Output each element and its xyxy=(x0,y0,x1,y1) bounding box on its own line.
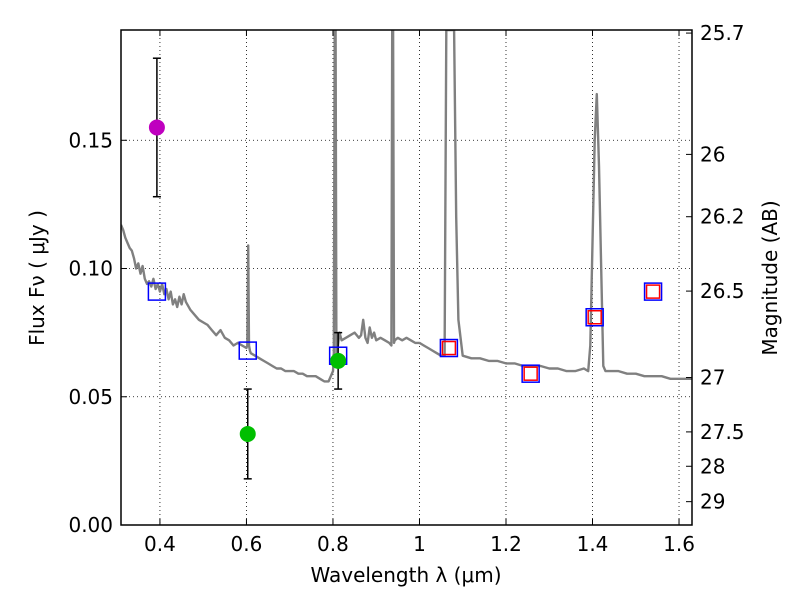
right-tick-label: 27.5 xyxy=(700,420,745,444)
observed-point xyxy=(239,425,256,442)
model-square-marker xyxy=(521,364,540,383)
grid xyxy=(121,30,692,526)
y-tick-label: 0.00 xyxy=(68,513,113,537)
sed-model-line xyxy=(121,30,692,383)
observed-square-marker xyxy=(441,340,457,356)
right-tick-label: 25.7 xyxy=(700,21,745,45)
right-axis-label: Magnitude (AB) xyxy=(758,200,782,355)
y-tick-label: 0.10 xyxy=(68,257,113,281)
right-tick-label: 28 xyxy=(700,454,725,478)
y-tick-label: 0.15 xyxy=(68,128,113,152)
right-tick-label: 26 xyxy=(700,142,725,166)
marker-layer xyxy=(147,119,663,442)
x-axis-label: Wavelength λ (μm) xyxy=(310,563,501,587)
x-tick-label: 0.4 xyxy=(144,532,176,556)
model-square-marker xyxy=(439,338,459,358)
x-tick-label: 0.6 xyxy=(231,532,263,556)
model-square-marker xyxy=(147,282,167,301)
right-tick-label: 27 xyxy=(700,366,725,390)
right-tick-label: 29 xyxy=(700,490,725,514)
observed-square-marker xyxy=(587,310,602,325)
ticks: 0.4 0.6 0.8 1 1.2 1.4 1.6 0.00 0.05 0.10 0.15 25.7 2… xyxy=(68,21,744,556)
x-tick-label: 1 xyxy=(413,532,426,556)
x-tick-label: 0.8 xyxy=(317,532,349,556)
right-tick-label: 26.2 xyxy=(700,205,745,229)
x-tick-label: 1.6 xyxy=(663,532,695,556)
observed-square-marker xyxy=(523,366,538,381)
x-tick-label: 1.2 xyxy=(490,532,522,556)
model-square-marker xyxy=(238,341,257,360)
y-axis-label: Flux Fν ( μJy ) xyxy=(25,210,49,346)
y-tick-label: 0.05 xyxy=(68,385,113,409)
plot-frame xyxy=(120,29,693,526)
model-square-marker xyxy=(585,308,604,327)
right-tick-label: 26.5 xyxy=(700,279,745,303)
observed-square-marker xyxy=(645,284,661,299)
observed-point xyxy=(148,119,165,136)
observed-point xyxy=(330,352,347,369)
sed-model-layer xyxy=(121,30,692,383)
x-tick-label: 1.4 xyxy=(577,532,609,556)
model-square-marker xyxy=(643,282,663,301)
